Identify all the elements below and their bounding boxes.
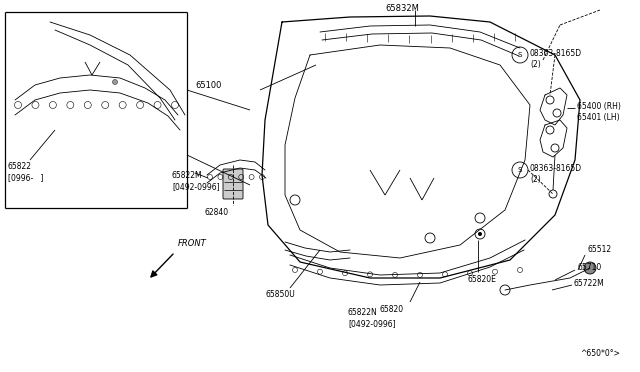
Text: 65710: 65710 [577, 263, 601, 273]
Text: 65850U: 65850U [265, 290, 295, 299]
FancyBboxPatch shape [223, 169, 243, 199]
Text: FRONT: FRONT [178, 239, 207, 248]
Text: 65722M: 65722M [574, 279, 605, 288]
Text: 08363-8165D
(2): 08363-8165D (2) [530, 164, 582, 184]
Text: 65832M: 65832M [385, 4, 419, 13]
Text: 65822
[0996-   ]: 65822 [0996- ] [8, 162, 44, 182]
Text: 65512: 65512 [588, 246, 612, 254]
Text: 65822M
[0492-0996]: 65822M [0492-0996] [172, 171, 220, 191]
Text: 65100: 65100 [195, 80, 221, 90]
Circle shape [113, 80, 118, 84]
Text: 65400 (RH)
65401 (LH): 65400 (RH) 65401 (LH) [577, 102, 621, 122]
Text: 65822N
[0492-0996]: 65822N [0492-0996] [348, 308, 396, 328]
Text: S: S [518, 167, 522, 173]
Text: S: S [518, 52, 522, 58]
Circle shape [584, 262, 596, 274]
Text: 65820: 65820 [380, 305, 404, 314]
Text: 08363-8165D
(2): 08363-8165D (2) [530, 49, 582, 69]
Text: ^650*0°>: ^650*0°> [580, 349, 620, 358]
Text: 65820E: 65820E [468, 275, 497, 284]
Circle shape [478, 232, 482, 236]
Text: 62840: 62840 [205, 208, 229, 217]
